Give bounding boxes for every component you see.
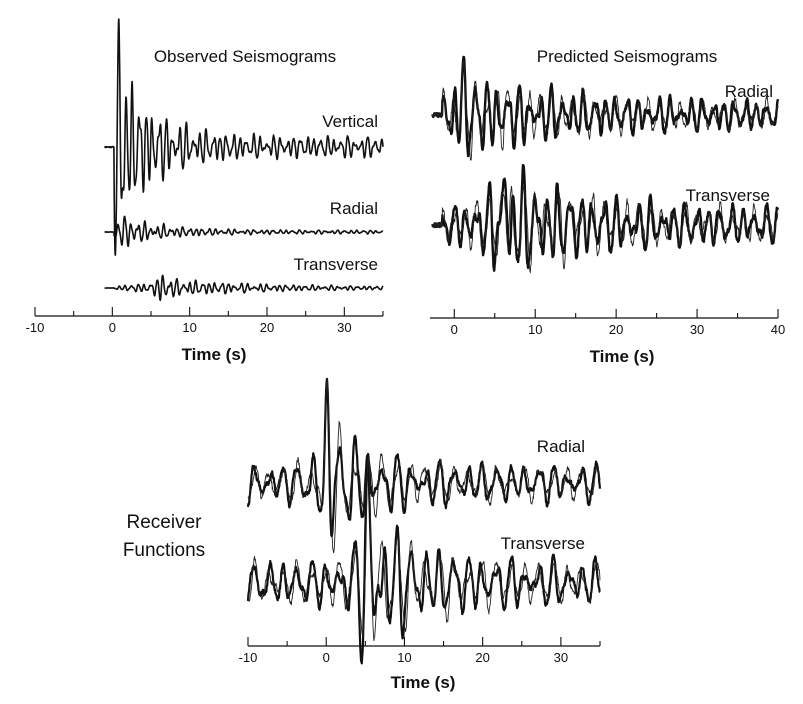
tick-label: 20 [475,650,489,665]
tick-label: 40 [771,322,785,337]
panel-title: Observed Seismograms [154,47,336,66]
trace-transverse-observed-overlay [247,456,601,641]
tick-label: 0 [109,320,116,335]
tick-label: 10 [528,322,542,337]
trace-label-transverse: Transverse [501,534,585,553]
trace-label-vertical: Vertical [322,112,378,131]
trace-transverse [431,163,780,272]
tick-label: 30 [337,320,351,335]
traces [246,377,602,665]
x-axis-title: Time (s) [182,345,247,364]
trace-label-radial: Radial [330,199,378,218]
trace-radial [104,215,384,248]
tick-label: -10 [239,650,258,665]
side-label-line-1: Receiver [127,512,203,533]
trace-label-radial: Radial [725,82,773,101]
trace-label-transverse: Transverse [686,186,770,205]
x-axis: 0 10 20 30 40 [430,309,785,337]
tick-label: 20 [609,322,623,337]
panel-predicted: Predicted Seismograms Radial Transverse … [430,47,785,366]
trace-radial-observed-overlay [247,378,601,554]
x-axis-title: Time (s) [590,347,655,366]
trace-label-transverse: Transverse [294,255,378,274]
x-axis-title: Time (s) [391,673,456,692]
panel-receiver-functions: Receiver Functions Radial Transverse -10… [123,377,602,692]
trace-label-radial: Radial [537,437,585,456]
trace-vertical [104,18,384,256]
panel-observed: Observed Seismograms Vertical Radial Tra… [26,18,384,364]
side-label-line-2: Functions [123,540,205,561]
tick-label: 0 [323,650,330,665]
x-axis: -10 0 10 20 30 [26,307,384,335]
trace-transverse [246,461,601,665]
panel-title: Predicted Seismograms [537,47,717,66]
x-axis: -10 0 10 20 30 [239,637,601,665]
tick-label: 10 [182,320,196,335]
trace-transverse-observed-overlay [432,186,779,274]
tick-label: 30 [690,322,704,337]
trace-transverse [104,274,384,302]
tick-label: -10 [26,320,45,335]
tick-label: 30 [554,650,568,665]
traces [431,55,780,274]
tick-label: 0 [451,322,458,337]
tick-label: 20 [260,320,274,335]
trace-radial-observed-overlay [432,59,779,161]
tick-label: 10 [397,650,411,665]
trace-radial [246,377,602,538]
traces [104,18,384,302]
